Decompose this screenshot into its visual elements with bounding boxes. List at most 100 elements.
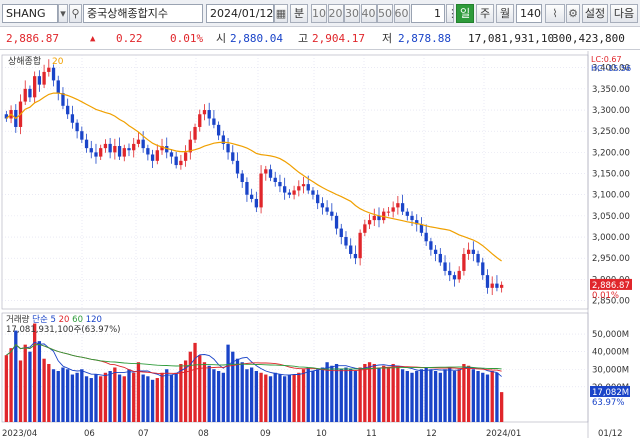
candle-body (28, 88, 32, 98)
candle-body (462, 253, 466, 271)
minute-button[interactable]: 분 (290, 4, 308, 23)
chart-tool-icon[interactable]: ⌇ (545, 4, 565, 23)
candle-body (268, 169, 273, 178)
interval-button-30[interactable]: 30 (344, 4, 360, 23)
candlestick-chart[interactable]: 3,400.00 3,350.00 3,300.00 3,250.00 3,200.00… (0, 51, 640, 438)
interval-button-40[interactable]: 40 (360, 4, 377, 23)
candle-body (353, 253, 358, 259)
candle-body (419, 224, 424, 233)
candle-body (386, 211, 391, 213)
volume-bar (198, 355, 202, 422)
volume-bar (278, 374, 282, 422)
calendar-icon[interactable]: ▦ (274, 4, 288, 23)
last-pct-tag: 0.01% (592, 291, 619, 301)
candle-body (481, 262, 485, 276)
price-tick-label: 3,350.00 (592, 85, 630, 95)
last-volume-tag-bg (590, 385, 630, 397)
volume-bar (132, 372, 136, 422)
candle-body (297, 186, 301, 191)
candle-body (292, 190, 296, 195)
volume-bar (23, 344, 27, 422)
candle-body (490, 283, 494, 288)
volume-bar (316, 369, 320, 422)
candle-body (349, 245, 353, 254)
settings-button[interactable]: 설정 (582, 4, 608, 23)
date-input[interactable]: 2024/01/12 (206, 4, 274, 23)
candle-body (66, 105, 70, 115)
volume-bar (179, 363, 183, 422)
x-tick-label: 2023/04 (2, 429, 37, 438)
candle-body (443, 262, 447, 271)
candle-body (174, 156, 178, 166)
x-tick-label: 09 (260, 429, 271, 438)
volume-bar (462, 363, 466, 422)
candle-body (202, 110, 207, 115)
volume-bar (108, 371, 112, 422)
amount-value: 300,423,800 (552, 32, 625, 45)
candle-body (429, 241, 433, 250)
volume-bar (490, 371, 494, 422)
period-day-button[interactable]: 일 (456, 4, 474, 23)
volume-bar (386, 367, 391, 422)
candle-body (367, 220, 372, 225)
volume-bar (146, 376, 150, 422)
candle-body (231, 152, 235, 161)
symbol-input[interactable]: SHANG (2, 4, 58, 23)
volume-bar (344, 367, 348, 422)
candle-body (75, 122, 79, 132)
candle-body (438, 253, 442, 263)
price-panel-frame (1, 54, 589, 310)
price-tick-label: 3,200.00 (592, 148, 630, 158)
candle-body (391, 207, 395, 212)
volume-bar (249, 367, 254, 422)
chart-area[interactable]: 3,400.00 3,350.00 3,300.00 3,250.00 3,200.00… (0, 51, 640, 438)
candle-body (61, 93, 65, 106)
search-icon[interactable]: ⚲ (69, 4, 82, 23)
volume-bar (495, 372, 499, 422)
candle-body (132, 143, 136, 151)
candle-body (495, 283, 499, 288)
chevron-down-icon[interactable]: ▾ (58, 4, 68, 23)
candle-body (103, 143, 108, 149)
period-month-button[interactable]: 월 (496, 4, 514, 23)
candle-body (448, 270, 452, 276)
candle-body (306, 184, 310, 191)
volume-bar (51, 369, 56, 422)
last-price-tag: 2,886.87 (592, 281, 630, 291)
volume-bar (334, 363, 339, 422)
low-price: 2,878.88 (398, 32, 451, 45)
x-tick-label: 10 (316, 429, 327, 438)
count-input[interactable]: 140 (516, 4, 542, 23)
interval-button-60[interactable]: 60 (393, 4, 410, 23)
interval-input[interactable]: 1 (411, 4, 445, 23)
high-label: 고 (298, 32, 309, 45)
period-week-button[interactable]: 주 (476, 4, 494, 23)
candle-body (221, 135, 225, 144)
candle-body (476, 253, 480, 263)
candle-body (169, 152, 174, 157)
candle-body (42, 71, 46, 85)
candle-body (485, 275, 490, 288)
candle-body (245, 182, 249, 195)
price-tick-label: 3,300.00 (592, 106, 630, 116)
price-tick-label: 3,400.00 (592, 64, 630, 74)
interval-button-50[interactable]: 50 (377, 4, 393, 23)
candle-body (344, 237, 348, 246)
volume-bar (448, 367, 452, 422)
gear-icon[interactable]: ⚙ (566, 4, 580, 23)
volume-bar (471, 369, 475, 422)
candle-body (23, 88, 27, 102)
volume-bar (18, 360, 23, 422)
interval-spin-icon[interactable]: ⋮ (446, 4, 458, 23)
candle-body (179, 160, 183, 166)
volume-bar (259, 372, 263, 422)
interval-button-20[interactable]: 20 (327, 4, 344, 23)
volume-bar (466, 365, 471, 422)
volume-bar (419, 369, 424, 422)
volume-bar (33, 323, 37, 422)
volume-bar (311, 371, 315, 422)
interval-button-10[interactable]: 10 (311, 4, 327, 23)
next-button[interactable]: 다음 (610, 4, 638, 23)
volume-bar (80, 369, 84, 422)
volume-bar (28, 351, 32, 422)
